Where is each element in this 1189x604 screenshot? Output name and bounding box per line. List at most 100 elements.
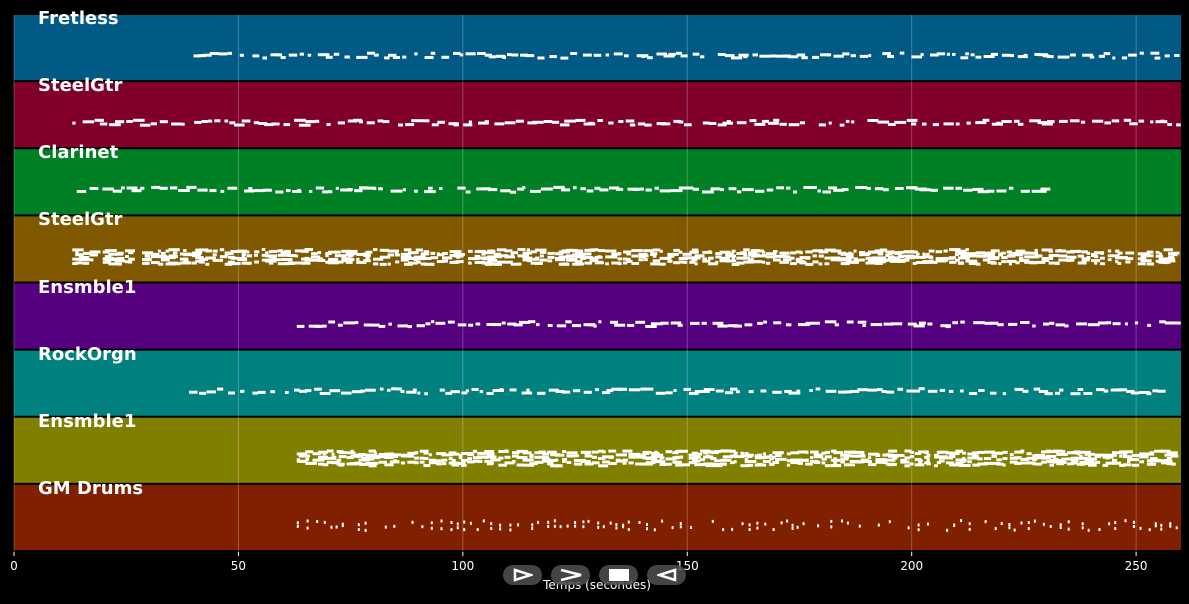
note [318, 450, 328, 454]
note [897, 387, 903, 391]
note [499, 523, 502, 527]
stop-button[interactable] [599, 565, 638, 585]
note [990, 256, 1000, 260]
note [1134, 321, 1139, 325]
note [1154, 56, 1161, 60]
note [786, 459, 791, 463]
note [602, 391, 611, 395]
note [428, 458, 437, 462]
note [595, 388, 600, 392]
note [284, 249, 291, 253]
note [859, 253, 870, 257]
note [121, 186, 125, 190]
note [949, 248, 961, 252]
note [928, 249, 935, 253]
note [509, 528, 512, 532]
note [960, 389, 964, 393]
note [877, 252, 884, 256]
note [1103, 52, 1111, 56]
note [512, 460, 516, 463]
note [1083, 392, 1093, 395]
note [413, 251, 419, 254]
note [631, 249, 643, 253]
note [905, 258, 910, 262]
note [895, 187, 904, 190]
note [1059, 523, 1062, 527]
note [440, 527, 443, 531]
note [605, 53, 610, 57]
note [1122, 455, 1133, 459]
note [1008, 322, 1018, 326]
note [641, 54, 646, 58]
note [504, 461, 515, 465]
note [490, 522, 493, 526]
note [1131, 457, 1139, 461]
note [212, 253, 217, 257]
note [517, 262, 522, 266]
note [661, 122, 671, 126]
note [539, 258, 548, 262]
note [659, 189, 671, 193]
note [665, 391, 673, 395]
note [363, 323, 372, 327]
note [703, 462, 714, 466]
note [526, 259, 532, 263]
note [322, 190, 329, 194]
fast-forward-button[interactable] [551, 565, 590, 585]
note [414, 451, 419, 455]
note [125, 260, 130, 264]
note [277, 249, 284, 253]
note [905, 256, 916, 260]
note [670, 321, 682, 325]
note [736, 252, 744, 255]
note [705, 454, 711, 458]
note [104, 255, 112, 259]
note [1094, 455, 1102, 458]
note [824, 320, 837, 324]
note [874, 249, 885, 253]
note [1002, 392, 1007, 396]
note [773, 258, 781, 262]
note [298, 123, 311, 127]
note [542, 452, 549, 456]
note [1127, 460, 1131, 464]
note [907, 322, 917, 326]
note [82, 261, 90, 265]
note [924, 451, 929, 454]
note [795, 257, 803, 261]
note [1056, 452, 1068, 456]
note [319, 392, 331, 395]
note [1015, 253, 1024, 257]
rewind-button[interactable] [647, 565, 686, 585]
note [609, 186, 620, 190]
note [859, 251, 866, 254]
note [355, 321, 359, 325]
note [885, 253, 890, 257]
note [338, 463, 344, 467]
note [818, 123, 826, 127]
rewind-icon [656, 568, 676, 582]
note [883, 322, 894, 326]
note [395, 260, 400, 264]
note [667, 252, 679, 256]
note [344, 55, 350, 59]
note [490, 458, 501, 462]
note [373, 451, 377, 455]
note [306, 526, 309, 530]
note [363, 186, 376, 190]
track-lane [14, 82, 1181, 148]
play-button[interactable] [503, 565, 542, 585]
note [623, 261, 628, 265]
note [205, 249, 212, 253]
note [553, 519, 556, 523]
note [1002, 463, 1006, 467]
note [1077, 388, 1084, 391]
note [789, 262, 797, 266]
note [897, 250, 905, 254]
note [1087, 323, 1100, 327]
note [943, 258, 949, 262]
note [346, 456, 354, 460]
note [917, 528, 920, 532]
note [775, 457, 787, 461]
note [1057, 55, 1070, 59]
